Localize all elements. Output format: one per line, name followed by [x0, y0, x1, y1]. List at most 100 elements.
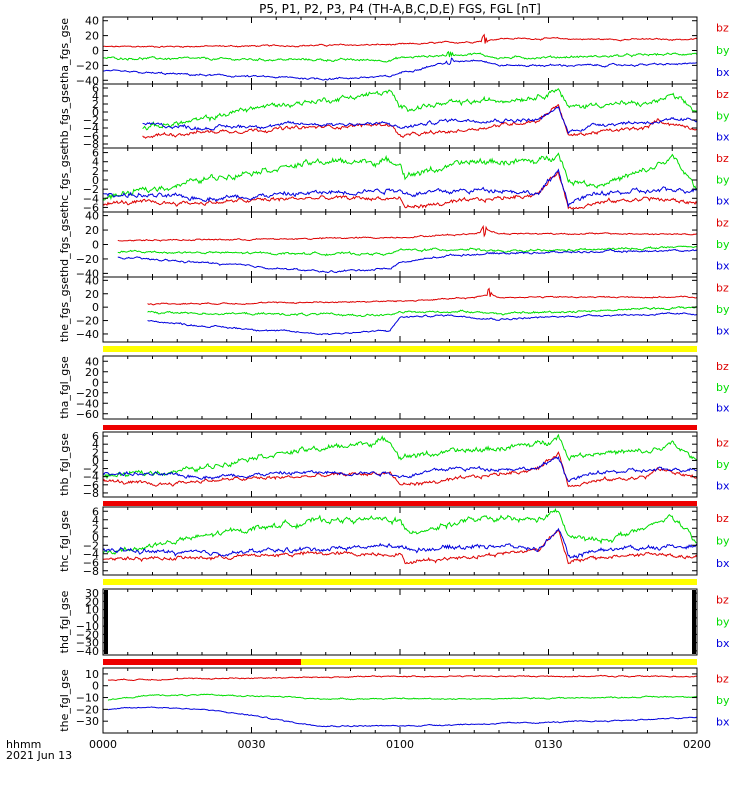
y-axis-label: thd_fgs_gse: [58, 212, 71, 278]
y-tick-label: −4: [83, 471, 99, 484]
y-tick-label: 20: [85, 595, 99, 608]
y-tick-label: 40: [85, 355, 99, 368]
y-tick-label: −40: [76, 328, 99, 341]
y-tick-label: 20: [85, 288, 99, 301]
series-line-bz: [103, 33, 697, 49]
y-tick-label: 0: [92, 174, 99, 187]
panel-frame: [102, 588, 698, 656]
y-tick-label: 2: [92, 98, 99, 111]
legend-bx: bx: [716, 194, 730, 207]
y-tick-label: 20: [85, 224, 99, 237]
data-gap-bar: [104, 590, 108, 654]
y-tick-label: −20: [76, 703, 99, 716]
series-line-bz: [147, 287, 697, 306]
availability-bar: [103, 579, 697, 585]
legend-bz: bz: [716, 152, 729, 165]
series-line-bz: [103, 171, 697, 210]
y-tick-label: −6: [83, 201, 99, 214]
y-tick-label: 4: [92, 438, 99, 451]
series-line-bx: [103, 168, 697, 209]
y-axis-label: thb_fgl_gse: [58, 433, 71, 496]
x-tick-label: 0030: [238, 738, 266, 751]
series-line-bx: [103, 527, 697, 559]
legend-bz: bz: [716, 512, 729, 525]
availability-bar: [103, 346, 697, 352]
y-tick-label: 20: [85, 366, 99, 379]
y-tick-label: 0: [92, 239, 99, 252]
y-tick-label: 4: [92, 90, 99, 103]
series-line-by: [103, 507, 697, 555]
panel-tha_fgs_gse: −40 −200 20 40 tha_fgs_gse bz by bx: [58, 15, 730, 88]
y-tick-label: −60: [76, 408, 99, 421]
legend-bx: bx: [716, 715, 730, 728]
legend-bx: bx: [716, 66, 730, 79]
legend-bx: bx: [716, 557, 730, 570]
legend-by: by: [716, 44, 730, 57]
y-tick-label: −40: [76, 267, 99, 280]
y-tick-label: 0: [92, 106, 99, 119]
availability-bar: [103, 659, 301, 665]
series-line-by: [142, 88, 697, 131]
y-tick-label: 40: [85, 210, 99, 223]
series-line-bx: [142, 106, 697, 135]
panel-frame: [102, 83, 698, 149]
date-label: 2021 Jun 13: [6, 749, 72, 762]
legend-by: by: [716, 458, 730, 471]
y-tick-label: 6: [92, 147, 99, 160]
y-axis-label: thd_fgl_gse: [58, 590, 71, 653]
y-tick-label: −20: [76, 253, 99, 266]
y-axis-label: thc_fgl_gse: [58, 510, 71, 572]
y-tick-label: 30: [85, 587, 99, 600]
y-tick-label: 2: [92, 522, 99, 535]
legend-bz: bz: [716, 281, 729, 294]
y-axis-label: the_fgl_gse: [58, 669, 71, 732]
y-tick-label: −10: [76, 620, 99, 633]
y-tick-label: −20: [76, 628, 99, 641]
y-tick-label: 10: [85, 668, 99, 681]
legend-by: by: [716, 615, 730, 628]
y-tick-label: −10: [76, 692, 99, 705]
y-tick-label: 10: [85, 604, 99, 617]
y-tick-label: −2: [83, 463, 99, 476]
series-line-bx: [107, 706, 697, 728]
x-tick-label: 0130: [535, 738, 563, 751]
legend-by: by: [716, 534, 730, 547]
y-tick-label: 0: [92, 454, 99, 467]
y-axis-label: the_fgs_gse: [58, 277, 71, 342]
legend-by: by: [716, 303, 730, 316]
y-tick-label: 4: [92, 156, 99, 169]
y-tick-label: −8: [83, 138, 99, 151]
y-tick-label: 6: [92, 430, 99, 443]
data-gap-bar: [692, 590, 696, 654]
y-tick-label: −4: [83, 548, 99, 561]
series-line-bz: [107, 674, 697, 682]
legend-bx: bx: [716, 479, 730, 492]
series-line-bx: [147, 312, 697, 336]
y-tick-label: −40: [76, 397, 99, 410]
legend-bz: bz: [716, 436, 729, 449]
legend-by: by: [716, 381, 730, 394]
series-line-by: [103, 433, 697, 480]
y-axis-label: thb_fgs_gse: [58, 83, 71, 149]
x-tick-label: 0100: [386, 738, 414, 751]
y-tick-label: −2: [83, 539, 99, 552]
y-tick-label: −8: [83, 487, 99, 500]
legend-by: by: [716, 694, 730, 707]
y-tick-label: −2: [83, 183, 99, 196]
panel-frame: [102, 16, 698, 85]
series-line-bx: [117, 248, 697, 274]
y-tick-label: −40: [76, 645, 99, 658]
legend-bx: bx: [716, 259, 730, 272]
panel-frame: [102, 211, 698, 278]
chart-title: P5, P1, P2, P3, P4 (TH-A,B,C,D,E) FGS, F…: [259, 2, 541, 16]
y-tick-label: 2: [92, 446, 99, 459]
series-line-bz: [142, 103, 697, 139]
legend-bz: bz: [716, 594, 729, 607]
series-line-bz: [103, 529, 697, 565]
